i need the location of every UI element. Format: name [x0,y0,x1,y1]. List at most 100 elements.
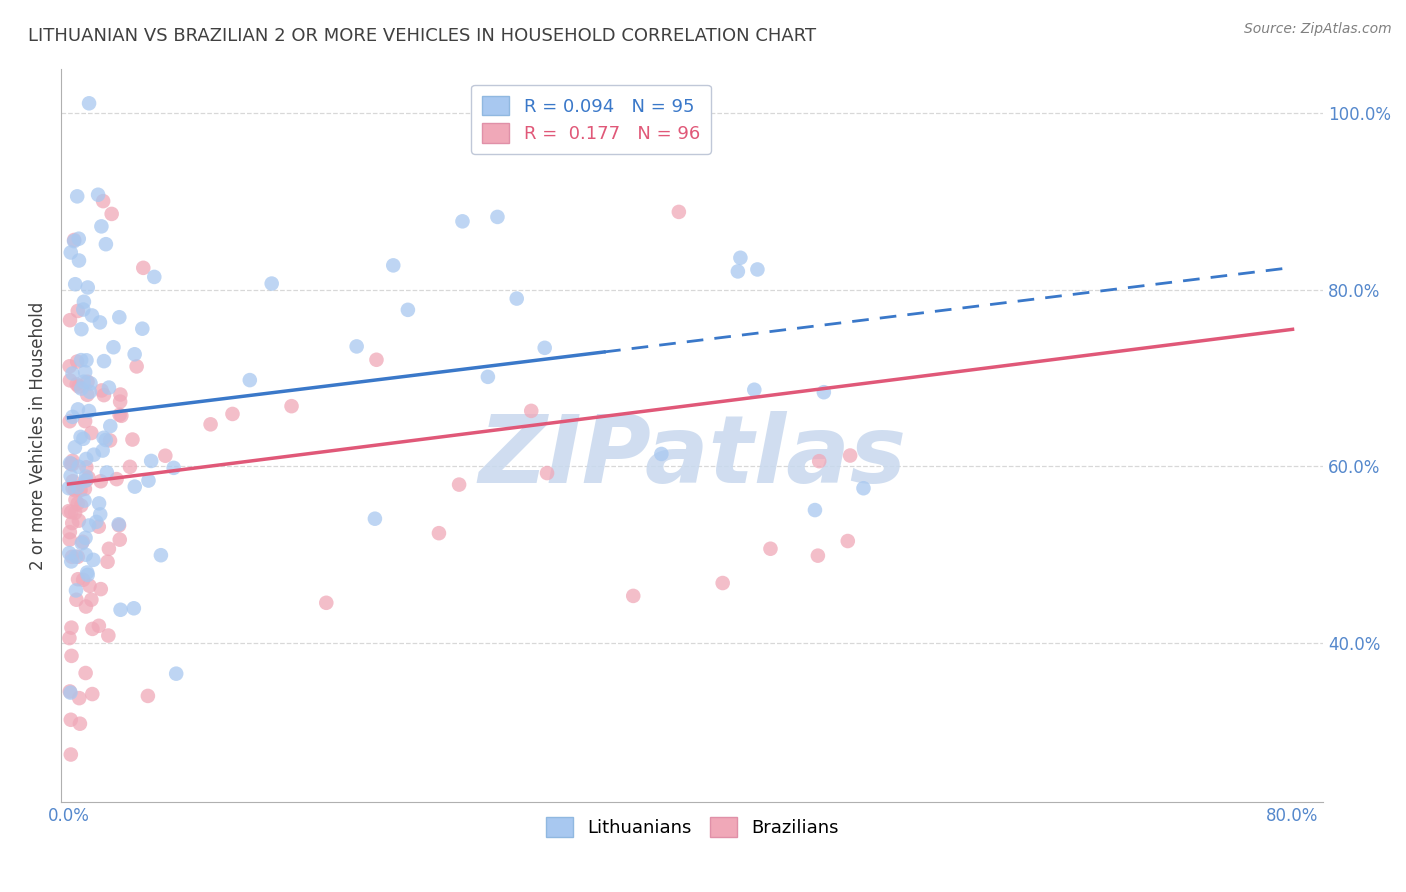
Point [62,474,84,488]
Point [110,603,132,617]
Point [66,354,89,368]
Point [63,440,86,454]
Point [80,309,103,323]
Point [621,589,644,603]
Point [75,548,97,562]
Point [65,583,87,598]
Point [77,96,100,111]
Point [60,648,83,663]
Point [108,518,131,533]
Point [97,381,120,395]
Point [65,492,87,507]
Point [58,546,80,560]
Text: ZIPatlas: ZIPatlas [478,411,905,503]
Point [70,353,93,368]
Point [80,592,103,607]
Point [91,194,114,208]
Point [76,353,98,368]
Point [82,687,104,701]
Point [124,480,146,494]
Point [486,210,509,224]
Point [451,214,474,228]
Point [90,475,112,489]
Point [427,526,450,541]
Point [72,432,94,446]
Point [82,622,104,636]
Point [533,341,555,355]
Point [87,187,110,202]
Point [200,417,222,432]
Point [97,628,120,642]
Point [149,548,172,562]
Point [808,454,831,468]
Y-axis label: 2 or more Vehicles in Household: 2 or more Vehicles in Household [30,301,46,569]
Point [747,262,769,277]
Point [136,689,159,703]
Point [75,531,97,545]
Point [108,533,131,547]
Point [90,582,112,596]
Point [105,472,128,486]
Point [70,382,93,396]
Point [59,457,82,471]
Point [76,375,98,389]
Point [63,233,86,247]
Point [70,499,93,513]
Point [76,473,98,487]
Point [67,232,90,246]
Point [108,408,131,422]
Point [79,384,101,399]
Point [89,315,111,329]
Point [58,504,80,518]
Point [75,474,97,488]
Point [118,459,141,474]
Point [90,384,112,398]
Point [62,409,84,424]
Point [67,459,90,474]
Point [132,260,155,275]
Point [58,481,80,495]
Point [66,480,89,494]
Point [125,359,148,374]
Point [239,373,262,387]
Point [76,567,98,582]
Point [108,394,131,409]
Point [59,373,82,387]
Point [96,466,118,480]
Point [837,534,859,549]
Point [67,379,90,393]
Point [75,666,97,681]
Point [59,313,82,327]
Point [839,449,862,463]
Point [108,310,131,325]
Point [59,713,82,727]
Point [67,691,90,706]
Point [62,367,84,381]
Point [70,536,93,550]
Point [346,339,368,353]
Point [63,506,86,520]
Point [221,407,243,421]
Point [742,383,765,397]
Point [59,245,82,260]
Point [87,496,110,510]
Point [396,302,419,317]
Point [75,414,97,428]
Point [536,466,558,480]
Point [69,483,91,497]
Point [315,596,337,610]
Point [79,376,101,391]
Point [75,365,97,379]
Point [90,219,112,234]
Point [72,573,94,587]
Point [477,369,499,384]
Point [59,469,82,483]
Point [75,599,97,614]
Point [59,359,82,374]
Point [72,534,94,549]
Point [103,340,125,354]
Point [759,541,782,556]
Point [94,237,117,252]
Point [59,456,82,470]
Point [75,452,97,467]
